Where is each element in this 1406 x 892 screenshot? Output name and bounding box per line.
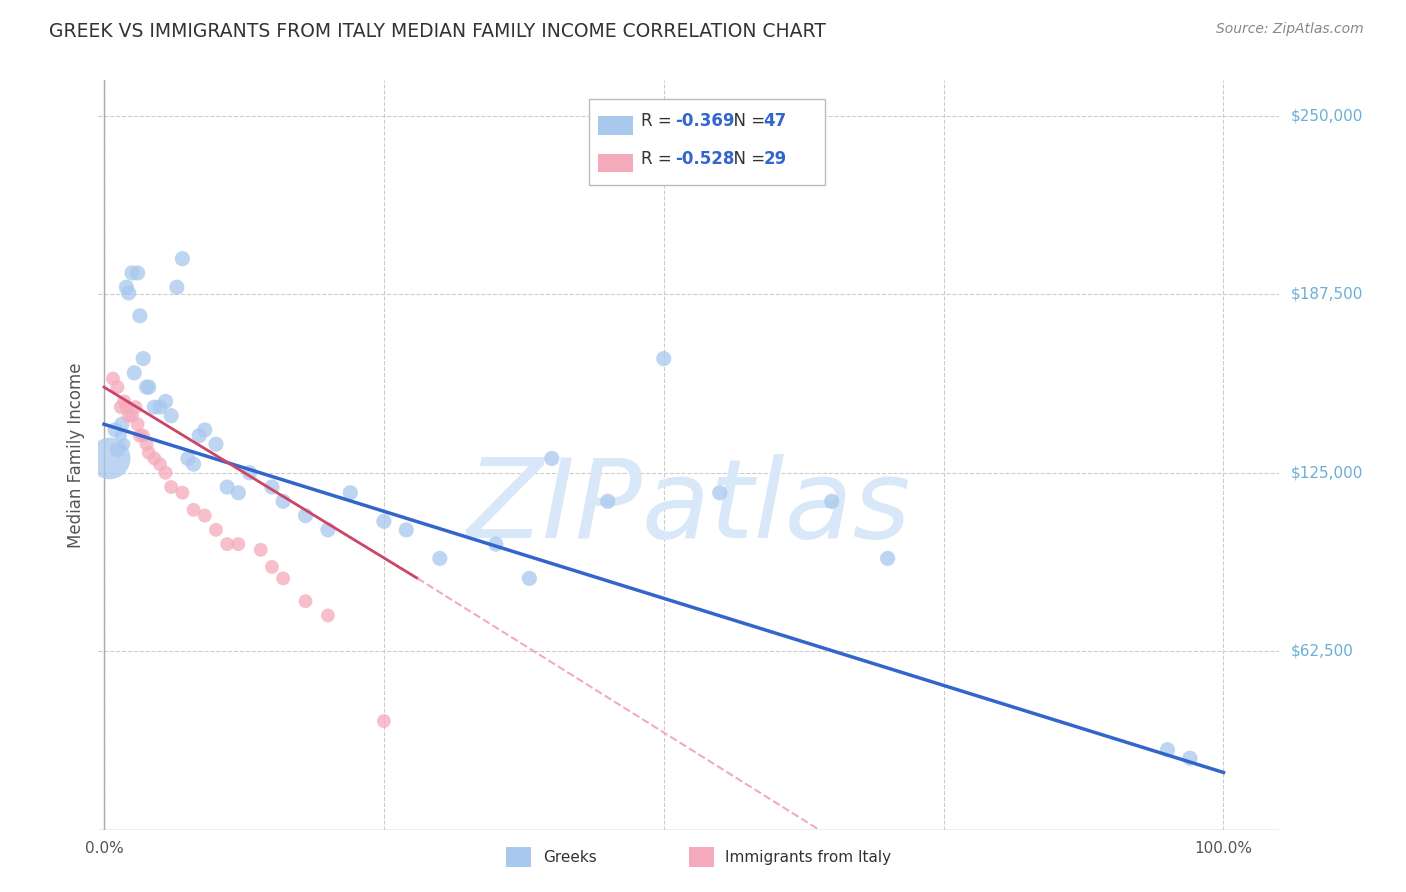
Point: [260, 560, 283, 574]
Point: [115, 400, 138, 414]
Point: [429, 551, 451, 566]
Point: [876, 551, 898, 566]
Point: [111, 417, 134, 432]
Point: [149, 457, 172, 471]
Point: [112, 437, 135, 451]
Point: [128, 309, 150, 323]
Point: [121, 266, 143, 280]
Point: [271, 494, 294, 508]
Text: 29: 29: [763, 150, 786, 168]
Point: [183, 503, 205, 517]
Text: ZIPatlas: ZIPatlas: [467, 454, 911, 561]
Point: [107, 380, 129, 394]
Point: [138, 446, 160, 460]
Point: [138, 380, 160, 394]
Point: [373, 714, 395, 728]
Point: [115, 280, 138, 294]
Point: [395, 523, 418, 537]
FancyBboxPatch shape: [589, 99, 825, 186]
Text: Immigrants from Italy: Immigrants from Italy: [725, 850, 891, 864]
Point: [294, 594, 316, 608]
Text: Greeks: Greeks: [543, 850, 596, 864]
Point: [339, 485, 361, 500]
Point: [107, 442, 129, 457]
Point: [166, 280, 188, 294]
Point: [101, 371, 124, 385]
Point: [110, 428, 132, 442]
Point: [294, 508, 316, 523]
Text: -0.528: -0.528: [675, 150, 734, 168]
Point: [228, 485, 250, 500]
Point: [1178, 751, 1201, 765]
Text: $62,500: $62,500: [1291, 644, 1354, 658]
Text: $250,000: $250,000: [1291, 109, 1362, 123]
Point: [143, 400, 166, 414]
Point: [373, 514, 395, 528]
Point: [98, 451, 121, 466]
Text: N =: N =: [723, 150, 770, 168]
Point: [121, 409, 143, 423]
Point: [217, 480, 239, 494]
Point: [143, 451, 166, 466]
Point: [249, 542, 271, 557]
Point: [596, 494, 619, 508]
Point: [260, 480, 283, 494]
Point: [149, 400, 172, 414]
Point: [228, 537, 250, 551]
Text: $125,000: $125,000: [1291, 466, 1362, 480]
Point: [172, 485, 194, 500]
Point: [155, 466, 177, 480]
Point: [160, 409, 183, 423]
Point: [188, 428, 211, 442]
Point: [104, 423, 127, 437]
Y-axis label: Median Family Income: Median Family Income: [66, 362, 84, 548]
Point: [821, 494, 844, 508]
Text: R =: R =: [641, 112, 676, 130]
Point: [709, 485, 731, 500]
Text: Source: ZipAtlas.com: Source: ZipAtlas.com: [1216, 22, 1364, 37]
Point: [316, 608, 339, 623]
Text: GREEK VS IMMIGRANTS FROM ITALY MEDIAN FAMILY INCOME CORRELATION CHART: GREEK VS IMMIGRANTS FROM ITALY MEDIAN FA…: [49, 22, 827, 41]
Point: [132, 351, 155, 366]
Point: [540, 451, 562, 466]
Point: [205, 523, 228, 537]
Point: [316, 523, 339, 537]
Point: [110, 400, 132, 414]
Point: [122, 366, 145, 380]
Text: 47: 47: [763, 112, 786, 130]
Point: [135, 437, 157, 451]
Text: $187,500: $187,500: [1291, 287, 1362, 301]
Point: [127, 266, 149, 280]
Point: [172, 252, 194, 266]
Point: [271, 571, 294, 585]
Point: [183, 457, 205, 471]
Point: [132, 428, 155, 442]
Point: [127, 417, 149, 432]
Point: [652, 351, 675, 366]
Text: R =: R =: [641, 150, 676, 168]
Point: [124, 400, 146, 414]
Point: [155, 394, 177, 409]
FancyBboxPatch shape: [598, 153, 634, 172]
Point: [1156, 742, 1178, 756]
FancyBboxPatch shape: [598, 116, 634, 135]
Point: [238, 466, 260, 480]
Point: [117, 285, 139, 300]
Point: [128, 428, 150, 442]
Point: [519, 571, 541, 585]
Point: [112, 394, 135, 409]
Text: N =: N =: [723, 112, 770, 130]
Point: [205, 437, 228, 451]
Point: [135, 380, 157, 394]
Point: [194, 423, 217, 437]
Text: -0.369: -0.369: [675, 112, 734, 130]
Point: [194, 508, 217, 523]
Point: [117, 409, 139, 423]
Point: [177, 451, 200, 466]
Point: [217, 537, 239, 551]
Point: [160, 480, 183, 494]
Point: [485, 537, 508, 551]
